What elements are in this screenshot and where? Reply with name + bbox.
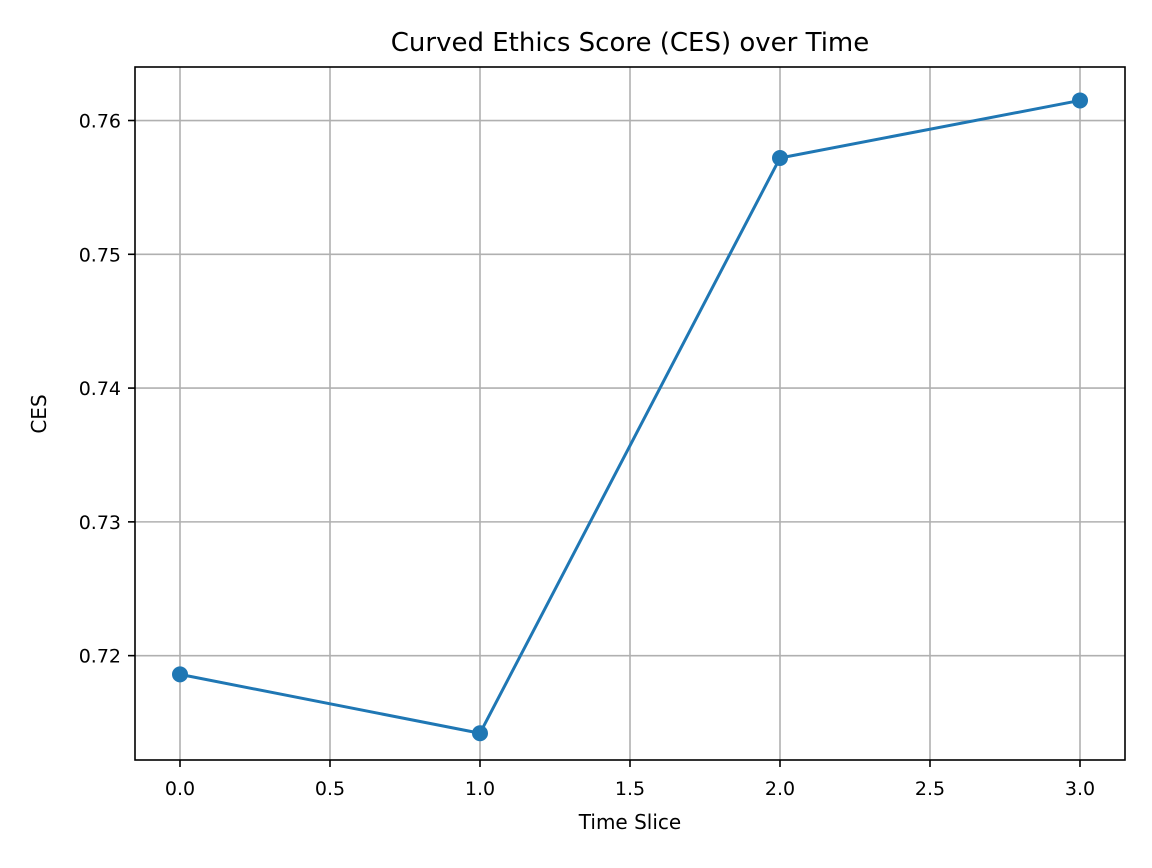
x-tick-label: 3.0	[1065, 778, 1095, 800]
data-point	[472, 725, 488, 742]
data-point	[1072, 92, 1088, 109]
y-tick-label: 0.75	[79, 244, 121, 266]
data-point	[772, 149, 788, 166]
y-axis-label: CES	[27, 394, 51, 433]
x-tick-label: 2.0	[765, 778, 795, 800]
y-tick-label: 0.73	[79, 512, 121, 534]
y-tick-label: 0.72	[79, 646, 121, 668]
y-tick-label: 0.74	[79, 378, 121, 400]
x-tick-label: 2.5	[915, 778, 945, 800]
x-tick-label: 0.5	[315, 778, 345, 800]
x-tick-label: 0.0	[165, 778, 195, 800]
grid-layer	[135, 67, 1125, 760]
series-line	[178, 98, 1082, 735]
x-axis-label: Time Slice	[578, 810, 681, 834]
chart-title: Curved Ethics Score (CES) over Time	[391, 28, 870, 58]
tick-layer: 0.0 0.5 1.0 1.5 2.0 2.5 3.0 0.72 0.73 0.74 0.75 0.7…	[79, 111, 1095, 800]
series-layer	[172, 92, 1088, 742]
data-point	[172, 666, 188, 683]
y-tick-label: 0.76	[79, 111, 121, 133]
x-tick-label: 1.5	[615, 778, 645, 800]
x-tick-label: 1.0	[465, 778, 495, 800]
